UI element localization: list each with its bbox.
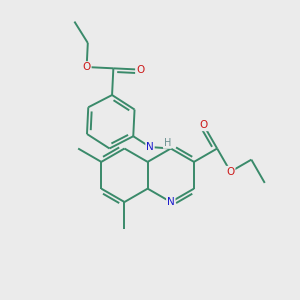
Text: N: N [167, 197, 175, 207]
Text: H: H [164, 138, 171, 148]
Text: O: O [136, 64, 144, 75]
Text: O: O [82, 62, 91, 72]
Text: N: N [146, 142, 154, 152]
Text: O: O [200, 120, 208, 130]
Text: O: O [226, 167, 235, 177]
